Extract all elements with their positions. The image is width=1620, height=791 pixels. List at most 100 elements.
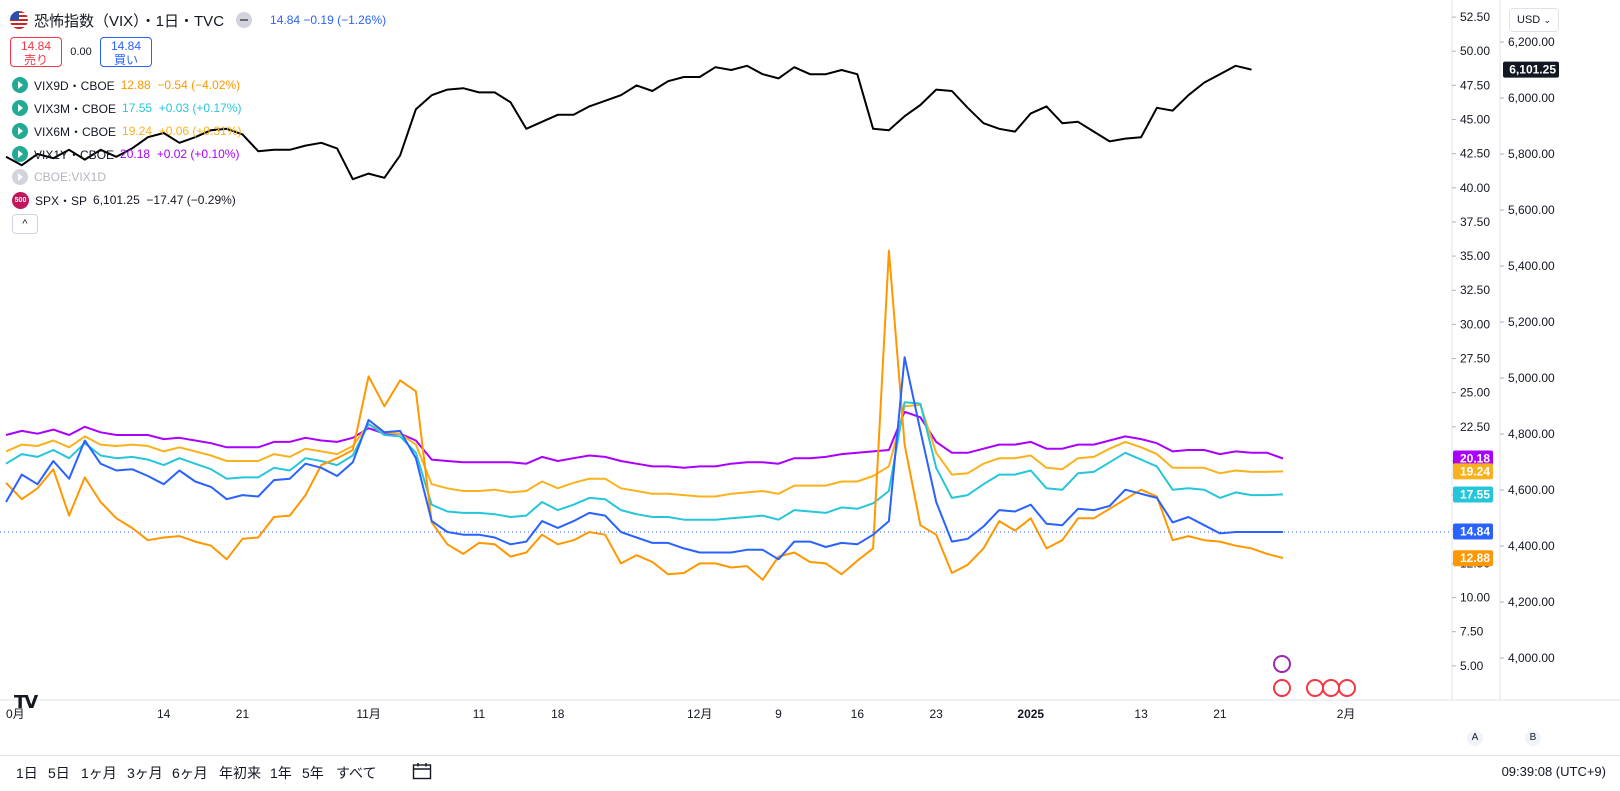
vix-axis-label: 50.00 bbox=[1460, 44, 1490, 58]
price-tag-label: 6,101.25 bbox=[1509, 63, 1556, 77]
vix-axis-label: 25.00 bbox=[1460, 386, 1490, 400]
time-axis-label: 0月 bbox=[6, 707, 25, 721]
series-line-spx bbox=[5, 64, 1252, 181]
vix-axis-label: 52.50 bbox=[1460, 10, 1490, 24]
range-button[interactable]: 1日 bbox=[16, 765, 38, 781]
price-tag-label: 19.24 bbox=[1460, 464, 1490, 478]
series-visibility-icon[interactable] bbox=[12, 123, 28, 139]
legend-symbol: VIX6M・CBOE bbox=[34, 124, 117, 139]
range-button[interactable]: すべて bbox=[336, 765, 377, 781]
calendar-range-icon[interactable] bbox=[412, 762, 432, 780]
range-button[interactable]: 6ヶ月 bbox=[172, 765, 208, 781]
series-line-vix3m bbox=[5, 401, 1284, 521]
scale-b-button[interactable]: B bbox=[1525, 730, 1541, 746]
buy-label: 買い bbox=[113, 53, 138, 67]
legend-value: 19.24 +0.06 (+0.31%) bbox=[122, 124, 242, 138]
vix-axis-label: 42.50 bbox=[1460, 147, 1490, 161]
vix-axis-label: 32.50 bbox=[1460, 283, 1490, 297]
spx-axis-label: 4,400.00 bbox=[1508, 539, 1555, 553]
auto-scale-button[interactable]: A bbox=[1467, 730, 1483, 746]
currency-value: USD bbox=[1517, 14, 1541, 26]
tradingview-logo[interactable]: TV bbox=[14, 692, 38, 713]
clock-readout[interactable]: 09:39:08 (UTC+9) bbox=[1501, 764, 1606, 779]
price-tag bbox=[1453, 550, 1493, 567]
legend-collapse-button[interactable]: ^ bbox=[12, 214, 38, 234]
range-button[interactable]: 5年 bbox=[302, 765, 324, 781]
time-axis-label: 13 bbox=[1134, 707, 1148, 721]
range-button[interactable]: 1ヶ月 bbox=[81, 765, 117, 781]
range-button[interactable]: 5日 bbox=[48, 765, 70, 781]
legend-row-2[interactable]: VIX3M・CBOE 17.55 +0.03 (+0.17%) bbox=[12, 98, 241, 118]
sell-button[interactable]: 14.84 売り bbox=[10, 37, 62, 67]
price-tag-label: 12.88 bbox=[1460, 551, 1490, 565]
buy-button[interactable]: 14.84 買い bbox=[100, 37, 152, 67]
spx-axis-label: 4,200.00 bbox=[1508, 595, 1555, 609]
vix-axis-label: 37.50 bbox=[1460, 215, 1490, 229]
series-line-vix9d bbox=[5, 249, 1284, 581]
series-visibility-icon[interactable] bbox=[12, 100, 28, 116]
sell-price: 14.84 bbox=[20, 39, 52, 53]
trade-buttons: 14.84 売り 0.00 14.84 買い bbox=[10, 37, 152, 67]
vix-axis-label: 40.00 bbox=[1460, 181, 1490, 195]
currency-select[interactable]: USD ⌄ bbox=[1509, 8, 1559, 32]
series-line-vix1y bbox=[5, 410, 1284, 469]
time-axis-label: 11月 bbox=[356, 707, 380, 721]
symbol-title[interactable]: 恐怖指数（VIX）・1日・TVC bbox=[34, 12, 225, 30]
legend-row-4[interactable]: VIX1Y・CBOE 20.18 +0.02 (+0.10%) bbox=[12, 144, 239, 164]
buy-price: 14.84 bbox=[110, 39, 142, 53]
economic-event-icon[interactable] bbox=[1273, 679, 1291, 697]
collapse-icon[interactable] bbox=[236, 12, 253, 28]
legend-symbol: VIX1Y・CBOE bbox=[34, 147, 115, 162]
spx-axis-label: 5,000.00 bbox=[1508, 371, 1555, 385]
time-axis-label: 21 bbox=[1213, 707, 1227, 721]
legend-symbol: VIX9D・CBOE bbox=[34, 78, 115, 93]
price-tag bbox=[1503, 61, 1559, 78]
legend-row-5[interactable]: CBOE:VIX1D bbox=[12, 167, 106, 187]
legend-value: 12.88 −0.54 (−4.02%) bbox=[120, 78, 241, 92]
series-visibility-icon[interactable] bbox=[12, 146, 28, 162]
legend-symbol: CBOE:VIX1D bbox=[34, 170, 107, 184]
series-visibility-icon[interactable] bbox=[12, 77, 28, 93]
spx-axis-label: 5,400.00 bbox=[1508, 259, 1555, 273]
range-button[interactable]: 3ヶ月 bbox=[127, 765, 163, 781]
price-tag-label: 17.55 bbox=[1460, 487, 1490, 501]
spx-axis-label: 6,000.00 bbox=[1508, 91, 1555, 105]
time-axis-label: 23 bbox=[929, 707, 943, 721]
time-axis-label: 21 bbox=[236, 707, 250, 721]
time-axis-label: 2025 bbox=[1017, 707, 1044, 721]
time-axis-label: 9 bbox=[775, 707, 782, 721]
legend-row-3[interactable]: VIX6M・CBOE 19.24 +0.06 (+0.31%) bbox=[12, 121, 241, 141]
vix-axis-label: 10.00 bbox=[1460, 591, 1490, 605]
spx-badge-icon[interactable]: 500 bbox=[12, 191, 29, 209]
legend-row-1[interactable]: VIX9D・CBOE 12.88 −0.54 (−4.02%) bbox=[12, 75, 240, 95]
vix-axis-label: 27.50 bbox=[1460, 352, 1490, 366]
legend-symbol: SPX・SP bbox=[35, 193, 88, 208]
range-button[interactable]: 1年 bbox=[270, 765, 292, 781]
spx-axis-label: 5,600.00 bbox=[1508, 203, 1555, 217]
series-visibility-icon[interactable] bbox=[12, 169, 28, 185]
bottom-toolbar: 1日 5日 1ヶ月 3ヶ月 6ヶ月 年初来 1年 5年 すべて 09:39:08 (UTC+9) bbox=[0, 755, 1620, 791]
time-axis-label: 11 bbox=[473, 707, 486, 721]
economic-event-icon[interactable] bbox=[1338, 679, 1356, 697]
series-line-vix6m bbox=[5, 404, 1284, 498]
range-button[interactable]: 年初来 bbox=[219, 765, 261, 781]
chevron-down-icon: ⌄ bbox=[1543, 15, 1551, 25]
vix-axis-label: 7.50 bbox=[1460, 625, 1484, 639]
time-axis-label: 18 bbox=[551, 707, 565, 721]
time-axis-label: 14 bbox=[157, 707, 171, 721]
vix-axis-label: 5.00 bbox=[1460, 659, 1484, 673]
dividend-event-icon[interactable] bbox=[1273, 655, 1291, 673]
vix-axis-label: 45.00 bbox=[1460, 113, 1490, 127]
legend-row-6[interactable]: 500 SPX・SP 6,101.25 −17.47 (−0.29%) bbox=[12, 190, 236, 210]
spx-axis-label: 5,200.00 bbox=[1508, 315, 1555, 329]
last-price: 14.84 bbox=[270, 13, 301, 27]
vix-axis-label: 22.50 bbox=[1460, 420, 1490, 434]
symbol-title-row: 恐怖指数（VIX）・1日・TVC 14.84 −0.19 (−1.26%) bbox=[10, 8, 386, 32]
price-tag bbox=[1453, 463, 1493, 480]
spx-axis-label: 6,200.00 bbox=[1508, 35, 1555, 49]
spx-axis-label: 4,800.00 bbox=[1508, 427, 1555, 441]
legend-value: 6,101.25 −17.47 (−0.29%) bbox=[93, 193, 236, 207]
time-axis-label: 12月 bbox=[687, 707, 712, 721]
